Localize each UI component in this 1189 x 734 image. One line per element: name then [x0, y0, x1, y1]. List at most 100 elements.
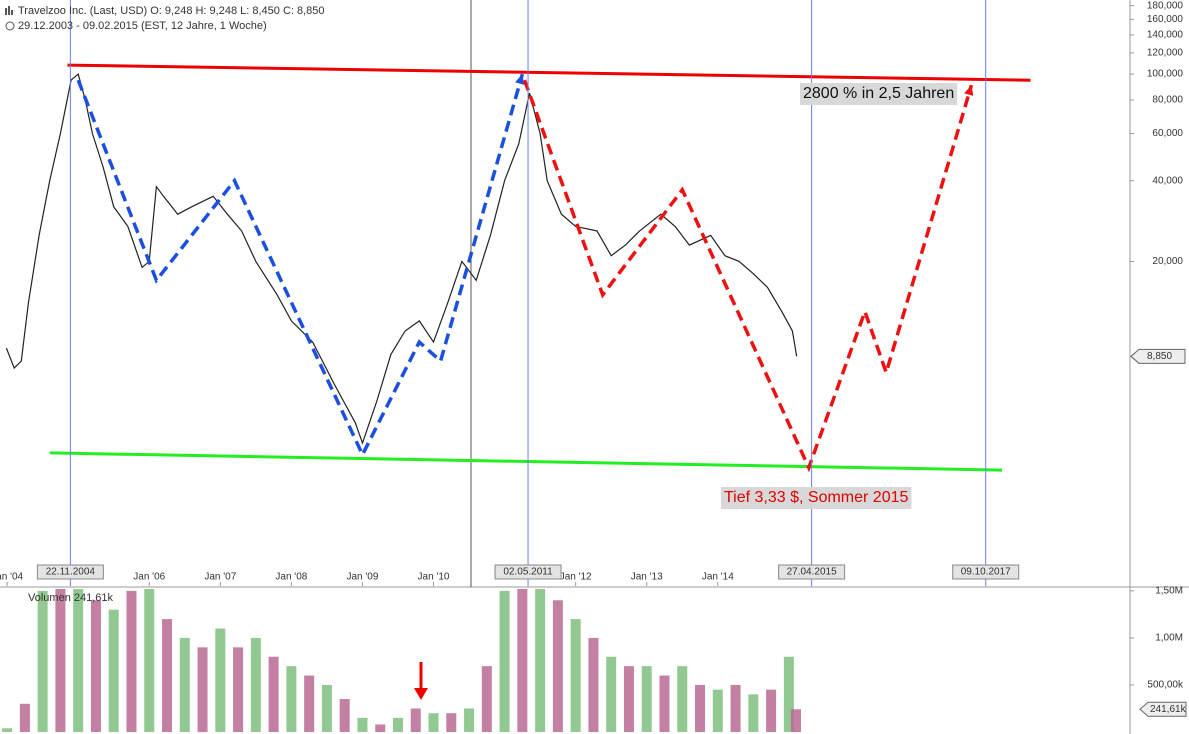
volume-bar	[90, 600, 101, 732]
x-tick-label: Jan '12	[560, 572, 592, 583]
marker-label: 27.04.2015	[787, 567, 837, 578]
pattern-arrow	[964, 85, 974, 96]
annotation: 2800 % in 2,5 Jahren	[803, 85, 954, 102]
volume-bar	[499, 590, 510, 732]
volume-bar	[790, 709, 801, 732]
volume-bar	[552, 600, 563, 732]
y-tick-label: 120,000	[1147, 48, 1184, 59]
y-tick-label: 180,000	[1147, 0, 1184, 11]
marker-box	[952, 564, 1020, 580]
volume-bar	[446, 713, 457, 732]
volume-bar	[375, 724, 386, 732]
pattern-line	[522, 79, 974, 473]
volume-bar	[126, 590, 137, 732]
price-panel	[5, 63, 1031, 473]
volume-bar	[392, 717, 403, 732]
volume-bar	[37, 590, 48, 732]
volume-bar	[623, 666, 634, 732]
volume-bar	[144, 589, 155, 732]
volume-bar	[2, 728, 13, 732]
volume-bar	[606, 656, 617, 732]
y-tick-label: 60,000	[1152, 128, 1183, 139]
volume-bar	[304, 675, 315, 732]
x-tick-label: Jan '08	[275, 572, 307, 583]
chart-title: Travelzoo Inc. (Last, USD) O: 9,248 H: 9…	[18, 5, 325, 17]
volume-bar	[215, 628, 226, 732]
annotation-box	[721, 487, 912, 509]
price-tag	[1130, 348, 1186, 364]
trend-line	[49, 451, 1003, 472]
volume-bar	[268, 656, 279, 732]
y-tick-label: 20,000	[1152, 256, 1183, 267]
volume-bar	[730, 684, 741, 732]
volume-bar	[321, 684, 332, 732]
marker-box	[494, 564, 562, 580]
volume-bar	[357, 717, 368, 732]
volume-bar	[677, 666, 688, 732]
volume-bar	[179, 637, 190, 732]
annotation-box	[800, 83, 958, 105]
chart-icon	[5, 6, 13, 15]
marker-label: 09.10.2017	[961, 567, 1011, 578]
volume-bar	[659, 675, 670, 732]
volume-panel	[2, 589, 801, 732]
x-tick-label: Jan '13	[631, 572, 663, 583]
chart-subtitle: 29.12.2003 - 09.02.2015 (EST, 12 Jahre, …	[18, 20, 267, 32]
volume-bar	[588, 637, 599, 732]
volume-bar	[535, 589, 546, 732]
volume-bar	[712, 689, 723, 732]
y-tick-label: 100,000	[1147, 69, 1184, 80]
x-tick-label: Jan '06	[133, 572, 165, 583]
x-tick-label: Jan '09	[346, 572, 378, 583]
pattern-line	[76, 73, 525, 459]
volume-bar	[286, 666, 297, 732]
volume-bar	[766, 689, 777, 732]
volume-bar	[233, 647, 244, 732]
volume-title: Volumen 241,61k	[28, 592, 114, 604]
x-tick-label: Jan '07	[204, 572, 236, 583]
volume-bar	[197, 647, 208, 732]
y-tick-label: 40,000	[1152, 175, 1183, 186]
volume-bar	[250, 637, 261, 732]
volume-bar	[641, 666, 652, 732]
volume-bar	[162, 619, 173, 732]
marker-box	[36, 564, 104, 580]
y-tick-label: 160,000	[1147, 14, 1184, 25]
y-tick-label: 1,00M	[1155, 633, 1183, 644]
price-tag-label: 8,850	[1147, 351, 1172, 362]
x-tick-label: Jan '10	[418, 572, 450, 583]
volume-bar	[55, 589, 66, 732]
trend-line	[67, 63, 1031, 82]
volume-tag	[1139, 701, 1187, 717]
y-tick-label: 1,50M	[1155, 586, 1183, 597]
marker-label: 22.11.2004	[46, 567, 96, 578]
x-tick-label: Jan '04	[0, 572, 24, 583]
x-tick-label: Jan '14	[702, 572, 734, 583]
volume-bar	[695, 684, 706, 732]
y-tick-label: 140,000	[1147, 30, 1184, 41]
clock-icon	[5, 21, 15, 31]
price-line	[5, 73, 798, 445]
arrow-head	[414, 688, 428, 700]
volume-bar	[108, 609, 119, 732]
annotation: Tief 3,33 $, Sommer 2015	[724, 489, 908, 506]
volume-bar	[73, 589, 84, 732]
y-tick-label: 500,00k	[1147, 680, 1184, 691]
volume-bar	[748, 694, 759, 732]
volume-bar	[19, 703, 30, 732]
y-tick-label: 80,000	[1152, 95, 1183, 106]
volume-tag-label: 241,61k	[1150, 704, 1187, 715]
volume-bar	[481, 666, 492, 732]
volume-bar	[428, 713, 439, 732]
volume-bar	[410, 708, 421, 732]
volume-bar	[517, 589, 528, 732]
marker-label: 02.05.2011	[503, 567, 553, 578]
volume-bar	[570, 619, 581, 732]
marker-box	[778, 564, 846, 580]
overlay: 20,000 40,000 60,000 80,000 100,000 120,000 14…	[0, 0, 1187, 717]
volume-bar	[464, 708, 475, 732]
volume-bar	[339, 699, 350, 732]
volume-bar	[783, 656, 794, 732]
